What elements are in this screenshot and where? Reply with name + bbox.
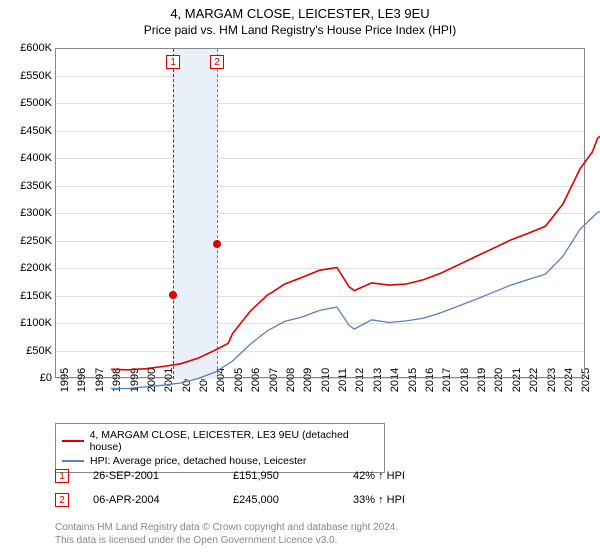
data-point: [213, 240, 221, 248]
legend-label: 4, MARGAM CLOSE, LEICESTER, LE3 9EU (det…: [90, 429, 378, 453]
ytick-label: £350K: [20, 180, 52, 192]
ytick-label: £0: [40, 372, 52, 384]
ytick-label: £150K: [20, 290, 52, 302]
ytick-label: £550K: [20, 70, 52, 82]
event-price: £245,000: [233, 494, 353, 506]
event-marker: 1: [166, 55, 180, 69]
plot-area: 12: [55, 48, 585, 378]
attribution-line: This data is licensed under the Open Gov…: [55, 534, 585, 547]
series-price_paid: [111, 130, 600, 370]
attribution: Contains HM Land Registry data © Crown c…: [55, 521, 585, 547]
ytick-label: £300K: [20, 207, 52, 219]
event-date: 26-SEP-2001: [93, 470, 233, 482]
line-series: [111, 97, 600, 427]
event-number: 2: [55, 493, 69, 507]
event-pct: 33% ↑ HPI: [353, 494, 585, 506]
data-point: [169, 291, 177, 299]
event-marker: 2: [210, 55, 224, 69]
event-date: 06-APR-2004: [93, 494, 233, 506]
event-row: 1 26-SEP-2001£151,95042% ↑ HPI: [55, 464, 585, 488]
page-subtitle: Price paid vs. HM Land Registry's House …: [0, 21, 600, 41]
ytick-label: £100K: [20, 317, 52, 329]
events-table: 1 26-SEP-2001£151,95042% ↑ HPI 2 06-APR-200…: [55, 464, 585, 512]
ytick-label: £500K: [20, 97, 52, 109]
ytick-label: £50K: [26, 345, 52, 357]
event-number: 1: [55, 469, 69, 483]
legend-swatch: [62, 440, 84, 442]
chart-container: 4, MARGAM CLOSE, LEICESTER, LE3 9EU Pric…: [0, 0, 600, 560]
attribution-line: Contains HM Land Registry data © Crown c…: [55, 521, 585, 534]
ytick-label: £600K: [20, 42, 52, 54]
page-title: 4, MARGAM CLOSE, LEICESTER, LE3 9EU: [0, 0, 600, 21]
ytick-label: £200K: [20, 262, 52, 274]
event-pct: 42% ↑ HPI: [353, 470, 585, 482]
ytick-label: £400K: [20, 152, 52, 164]
legend-swatch: [62, 460, 84, 462]
event-price: £151,950: [233, 470, 353, 482]
ytick-label: £450K: [20, 125, 52, 137]
legend-item: 4, MARGAM CLOSE, LEICESTER, LE3 9EU (det…: [62, 428, 378, 454]
event-row: 2 06-APR-2004£245,00033% ↑ HPI: [55, 488, 585, 512]
ytick-label: £250K: [20, 235, 52, 247]
